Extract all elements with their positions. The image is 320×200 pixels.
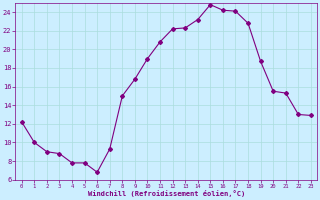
X-axis label: Windchill (Refroidissement éolien,°C): Windchill (Refroidissement éolien,°C) <box>88 190 245 197</box>
